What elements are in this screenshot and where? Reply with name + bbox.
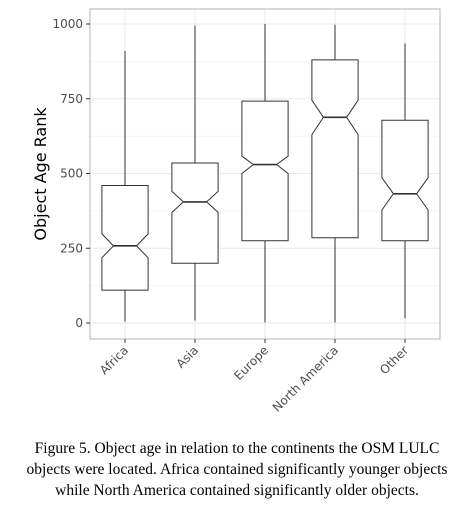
box-other: [381, 43, 429, 319]
x-tick-label: Other: [377, 343, 411, 377]
x-tick-label: Africa: [97, 343, 131, 377]
box-north-america: [311, 24, 359, 323]
notched-box: [311, 59, 359, 239]
y-tick-label: 250: [60, 241, 83, 255]
notched-box: [381, 119, 429, 242]
y-tick-label: 1000: [52, 17, 83, 31]
x-tick-label: North America: [270, 343, 341, 414]
notched-box: [171, 162, 219, 264]
x-tick-label: Asia: [173, 343, 201, 371]
box-asia: [171, 25, 219, 321]
x-tick-label: Europe: [231, 343, 271, 383]
box-europe: [241, 24, 289, 323]
y-axis: 0 250 500 750 1000: [52, 17, 90, 330]
y-tick-label: 0: [75, 316, 83, 330]
notched-box: [241, 100, 289, 242]
y-axis-title: Object Age Rank: [31, 107, 50, 241]
notched-box: [101, 185, 149, 291]
figure-caption: Figure 5. Object age in relation to the …: [26, 440, 448, 499]
box-africa: [101, 50, 149, 322]
y-tick-label: 500: [60, 167, 83, 181]
box-series: [101, 24, 429, 323]
y-tick-label: 750: [60, 92, 83, 106]
